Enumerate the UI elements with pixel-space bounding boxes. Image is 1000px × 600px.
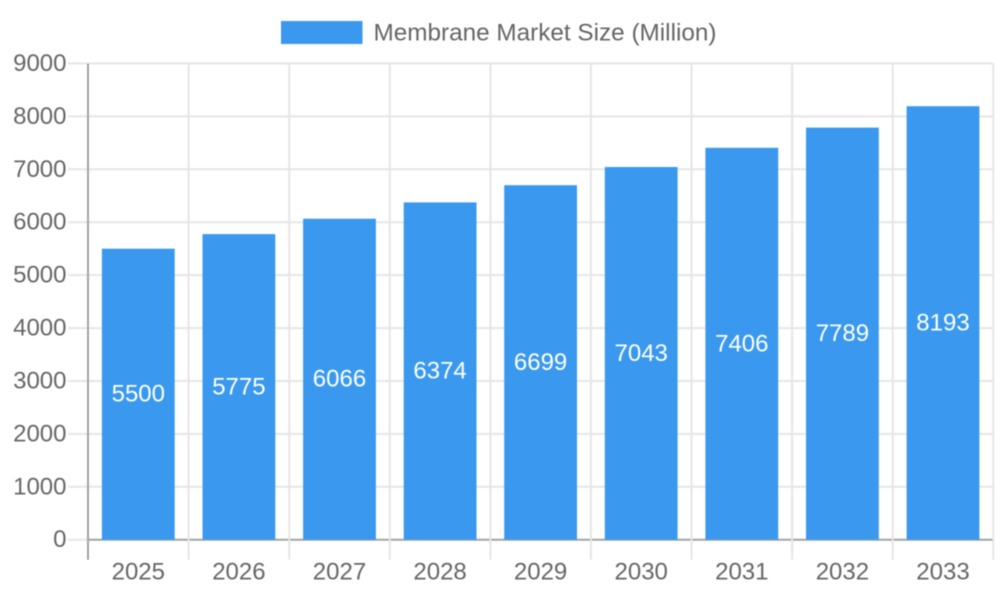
svg-text:2027: 2027 xyxy=(313,559,366,586)
svg-text:2030: 2030 xyxy=(615,559,668,586)
svg-text:2028: 2028 xyxy=(413,559,466,586)
svg-text:7043: 7043 xyxy=(615,340,668,367)
svg-text:4000: 4000 xyxy=(13,315,66,342)
svg-text:6699: 6699 xyxy=(514,349,567,376)
svg-text:2026: 2026 xyxy=(212,559,265,586)
svg-text:7789: 7789 xyxy=(816,320,869,347)
svg-text:2025: 2025 xyxy=(112,559,165,586)
svg-text:2032: 2032 xyxy=(816,559,869,586)
svg-text:2000: 2000 xyxy=(13,420,66,447)
svg-text:7000: 7000 xyxy=(13,156,66,183)
svg-text:9000: 9000 xyxy=(13,50,66,77)
svg-text:6066: 6066 xyxy=(313,366,366,393)
svg-text:7406: 7406 xyxy=(715,330,768,357)
svg-text:5775: 5775 xyxy=(212,373,265,400)
svg-text:5000: 5000 xyxy=(13,262,66,289)
svg-text:2029: 2029 xyxy=(514,559,567,586)
svg-text:5500: 5500 xyxy=(112,381,165,408)
svg-text:8193: 8193 xyxy=(916,309,969,336)
svg-text:2031: 2031 xyxy=(715,559,768,586)
svg-text:6000: 6000 xyxy=(13,209,66,236)
svg-text:0: 0 xyxy=(53,526,66,553)
svg-text:3000: 3000 xyxy=(13,368,66,395)
svg-text:1000: 1000 xyxy=(13,473,66,500)
svg-text:6374: 6374 xyxy=(413,358,466,385)
svg-text:Membrane Market Size (Million): Membrane Market Size (Million) xyxy=(374,20,717,47)
svg-text:8000: 8000 xyxy=(13,103,66,130)
svg-text:2033: 2033 xyxy=(916,559,969,586)
